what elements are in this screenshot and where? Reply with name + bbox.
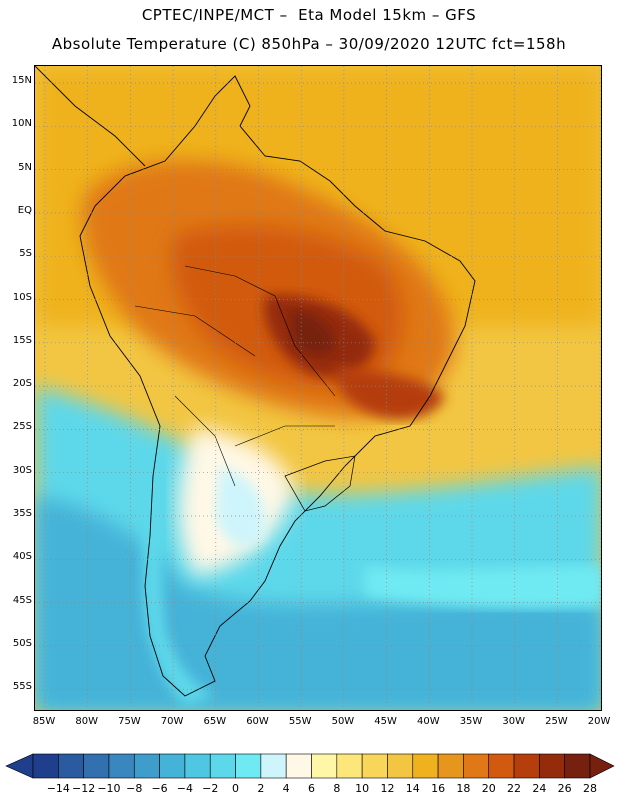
colorbar-min-arrow [5,753,34,779]
longitude-label: 20W [587,716,611,727]
longitude-label: 30W [502,716,525,727]
chart-title: CPTEC/INPE/MCT – Eta Model 15km – GFS [141,6,477,24]
colorbar-segment [387,753,414,779]
latitude-label: 15S [12,334,32,346]
colorbar-label: −10 [97,782,121,795]
latitude-label: 15N [11,75,32,86]
colorbar-segment [336,753,363,779]
colorbar-max-arrow [589,753,615,779]
colorbar-label: 26 [557,782,572,795]
colorbar-segment [209,753,236,779]
colorbar-label: −6 [151,782,168,795]
longitude-label: 55W [288,716,312,727]
southeast-hot [335,366,445,420]
colorbar-label: 4 [282,782,290,795]
graticule [35,66,601,710]
colorbar-label: 10 [355,782,370,795]
latitude-label: 45S [12,594,32,606]
colorbar-segment [83,753,110,779]
southern-ocean-cold [35,496,601,710]
colorbar-label: 18 [456,782,471,795]
latitude-label: 40S [12,551,32,563]
longitude-label: 80W [75,716,98,727]
colorbar-label: 16 [431,782,446,795]
longitude-label: 70W [160,716,184,727]
map-canvas [35,66,601,710]
colorbar-label: 28 [583,782,597,795]
colorbar-label: −2 [202,782,219,795]
colorbar-segment [437,753,464,779]
latitude-label: 20S [12,378,32,390]
cold-core [215,466,266,547]
south-america-coastline [79,75,476,697]
colorbar-label: 12 [380,782,395,795]
colorbar-segment [260,753,287,779]
country-borders [134,265,336,487]
temperature-map [34,65,602,711]
longitude-label: 60W [246,716,269,727]
andes-cold [142,446,215,706]
colorbar-label: 20 [481,782,496,795]
latitude-label: 10S [12,291,32,303]
colorbar-segment [311,753,338,779]
longitude-label: 65W [203,716,227,727]
colorbar-segment [32,753,59,779]
latitude-label: EQ [17,204,32,216]
uruguay-border [284,455,356,512]
latitude-label: 30S [12,464,32,476]
longitude-label: 35W [459,716,483,727]
colorbar-segment [184,753,211,779]
latitude-label: 5N [18,161,32,173]
colorbar-label: 24 [532,782,547,795]
latitude-label: 55S [12,681,32,693]
longitude-label: 85W [32,716,56,727]
longitude-label: 50W [331,716,355,727]
colorbar-label: 2 [257,782,265,795]
colorbar-segment [159,753,186,779]
latitude-label: 5S [19,248,32,260]
colorbar-label: −8 [126,782,143,795]
latitude-label: 50S [12,637,32,649]
chart-subtitle: Absolute Temperature (C) 850hPa – 30/09/… [51,35,567,53]
longitude-label: 25W [545,716,568,727]
colorbar-label: 6 [308,782,315,795]
colorbar-segment [285,753,312,779]
longitude-label: 75W [118,716,141,727]
colorbar-label: −14 [46,782,70,795]
colorbar-segment [58,753,84,779]
colorbar-segment [108,753,135,779]
colorbar-graphic [5,753,615,779]
colorbar-segment [488,753,515,779]
colorbar-label: 14 [405,782,420,795]
colorbar-segment [463,753,490,779]
colorbar-segment [564,753,591,779]
colorbar-segment [361,753,388,779]
cool-streak [365,566,601,608]
colorbar-label: −4 [176,782,194,795]
colorbar-label: −12 [72,782,96,795]
colorbar-segment [412,753,439,779]
latitude-label: 10N [11,118,32,130]
longitude-label: 45W [374,716,397,727]
colorbar-label: 22 [507,782,522,795]
colorbar-segment [235,753,262,779]
colorbar-segment [513,753,540,779]
colorbar-label: 0 [232,782,240,795]
colorbar-label: 8 [333,782,341,795]
colorbar-segment [133,753,160,779]
latitude-label: 35S [12,508,32,519]
central-america-coastline [35,66,146,167]
colorbar-segment [539,753,565,779]
latitude-label: 25S [12,421,32,433]
longitude-label: 40W [416,716,440,727]
